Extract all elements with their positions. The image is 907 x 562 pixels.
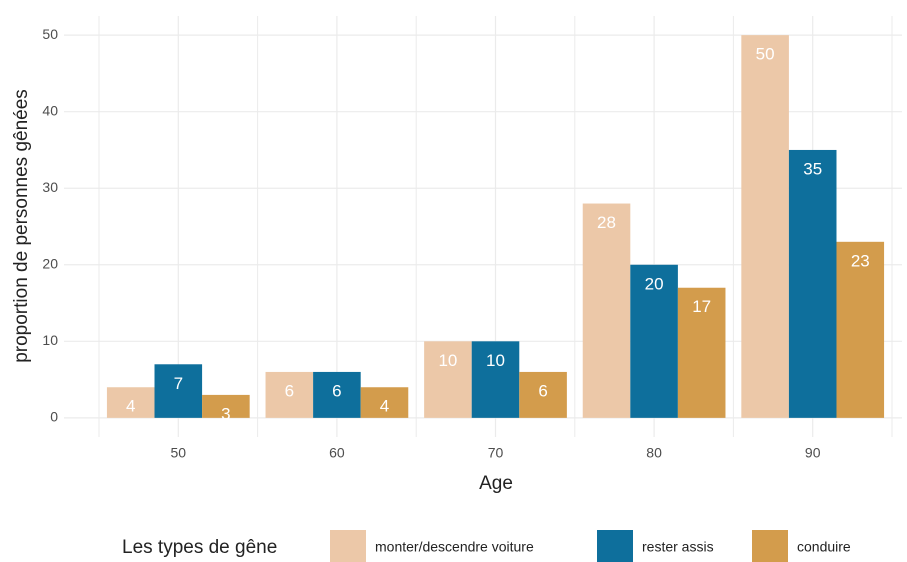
x-tick-label: 60 <box>329 445 345 461</box>
data-label: 17 <box>692 297 711 316</box>
data-label: 3 <box>221 404 230 423</box>
bar <box>471 341 520 418</box>
y-tick-label: 40 <box>42 102 58 118</box>
bar <box>836 241 885 418</box>
bar <box>519 371 567 418</box>
legend-title: Les types de gêne <box>122 537 277 558</box>
y-tick-label: 30 <box>42 179 58 195</box>
bar <box>360 387 409 418</box>
bar <box>582 203 631 418</box>
bar <box>630 264 678 418</box>
bar <box>106 387 155 418</box>
legend-label: monter/descendre voiture <box>375 539 534 555</box>
bar <box>677 287 726 418</box>
y-tick-label: 10 <box>42 332 58 348</box>
x-tick-label: 90 <box>805 445 821 461</box>
legend-key <box>597 530 633 562</box>
x-axis-title: Age <box>479 473 513 494</box>
data-label: 10 <box>438 351 457 370</box>
data-label: 7 <box>174 374 183 393</box>
bar <box>741 35 789 418</box>
data-label: 23 <box>851 251 870 270</box>
bar <box>313 371 361 418</box>
data-label: 35 <box>803 159 822 178</box>
data-label: 20 <box>645 274 664 293</box>
data-label: 6 <box>332 381 341 400</box>
bar <box>202 394 250 418</box>
legend-key <box>330 530 366 562</box>
data-label: 50 <box>756 45 775 64</box>
legend-label: rester assis <box>642 539 714 555</box>
data-label: 28 <box>597 213 616 232</box>
y-tick-label: 50 <box>42 26 58 42</box>
y-tick-label: 0 <box>50 409 58 425</box>
x-tick-label: 50 <box>171 445 187 461</box>
legend-key <box>752 530 788 562</box>
x-tick-label: 80 <box>646 445 662 461</box>
data-label: 6 <box>285 381 294 400</box>
data-label: 4 <box>380 397 389 416</box>
bar <box>788 149 837 418</box>
bar <box>424 341 472 418</box>
y-tick-label: 20 <box>42 255 58 271</box>
data-label: 6 <box>538 381 547 400</box>
bar <box>265 371 314 418</box>
x-tick-label: 70 <box>488 445 504 461</box>
data-label: 10 <box>486 351 505 370</box>
legend-label: conduire <box>797 539 851 555</box>
y-axis-title: proportion de personnes gênées <box>11 89 32 363</box>
data-label: 4 <box>126 397 135 416</box>
bar <box>154 364 203 418</box>
